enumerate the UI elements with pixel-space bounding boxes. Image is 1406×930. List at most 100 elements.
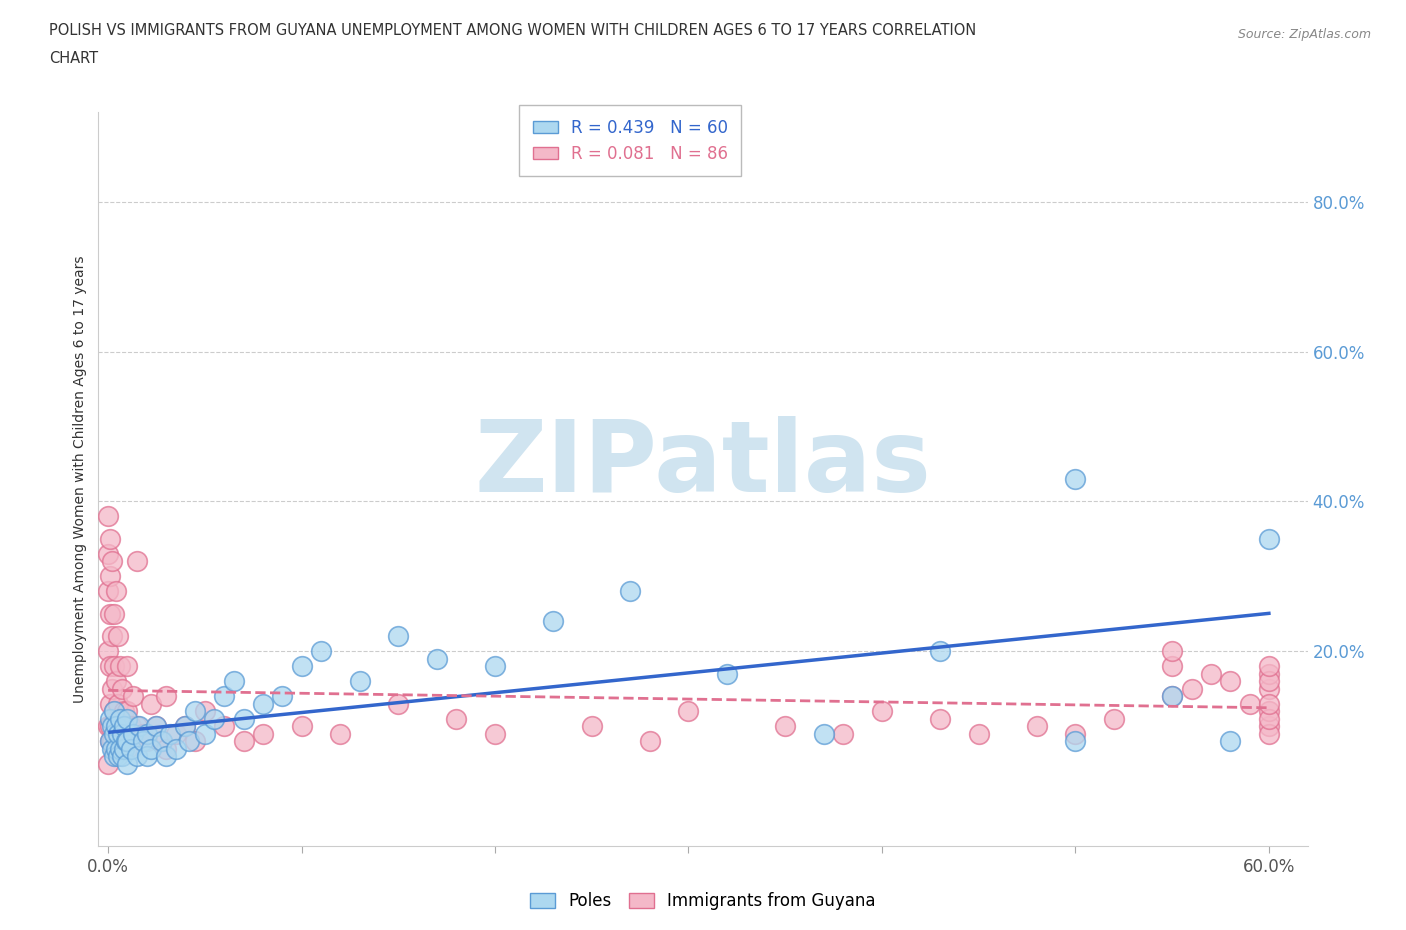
Text: CHART: CHART — [49, 51, 98, 66]
Point — [174, 719, 197, 734]
Point — [1180, 682, 1202, 697]
Point — [107, 629, 129, 644]
Point — [1199, 667, 1222, 682]
Point — [638, 734, 661, 749]
Point — [98, 531, 121, 546]
Point — [1161, 689, 1184, 704]
Point — [252, 726, 274, 741]
Point — [929, 644, 952, 658]
Point — [1257, 659, 1279, 674]
Point — [165, 741, 187, 756]
Point — [117, 711, 139, 726]
Point — [101, 719, 124, 734]
Point — [1239, 697, 1261, 711]
Point — [1064, 726, 1087, 741]
Point — [446, 711, 468, 726]
Point — [101, 629, 124, 644]
Point — [97, 509, 120, 524]
Point — [271, 689, 294, 704]
Point — [426, 651, 449, 666]
Point — [104, 674, 127, 689]
Point — [165, 726, 187, 741]
Point — [103, 741, 125, 756]
Point — [212, 689, 235, 704]
Point — [127, 554, 149, 569]
Point — [117, 704, 139, 719]
Point — [232, 734, 254, 749]
Point — [117, 741, 139, 756]
Point — [222, 674, 245, 689]
Point — [98, 734, 121, 749]
Point — [1219, 674, 1241, 689]
Point — [349, 674, 371, 689]
Point — [541, 614, 564, 629]
Point — [309, 644, 332, 658]
Point — [1257, 726, 1279, 741]
Point — [155, 749, 177, 764]
Point — [98, 606, 121, 621]
Point — [132, 726, 155, 741]
Point — [101, 734, 124, 749]
Point — [117, 659, 139, 674]
Point — [832, 726, 855, 741]
Point — [127, 749, 149, 764]
Point — [929, 711, 952, 726]
Point — [716, 667, 738, 682]
Point — [111, 726, 134, 741]
Point — [107, 749, 129, 764]
Point — [1064, 734, 1087, 749]
Point — [1257, 531, 1279, 546]
Point — [1257, 704, 1279, 719]
Point — [150, 734, 173, 749]
Point — [108, 719, 131, 734]
Point — [104, 741, 127, 756]
Point — [581, 719, 603, 734]
Point — [1257, 719, 1279, 734]
Point — [103, 704, 125, 719]
Point — [145, 719, 167, 734]
Point — [139, 741, 162, 756]
Point — [1257, 711, 1279, 726]
Point — [387, 697, 409, 711]
Point — [107, 726, 129, 741]
Point — [329, 726, 352, 741]
Point — [387, 629, 409, 644]
Point — [104, 719, 127, 734]
Point — [773, 719, 796, 734]
Point — [104, 584, 127, 599]
Point — [103, 704, 125, 719]
Point — [1161, 689, 1184, 704]
Point — [104, 726, 127, 741]
Point — [112, 719, 135, 734]
Point — [135, 726, 157, 741]
Point — [1257, 697, 1279, 711]
Point — [678, 704, 700, 719]
Point — [204, 711, 226, 726]
Point — [101, 741, 124, 756]
Point — [194, 704, 217, 719]
Point — [108, 711, 131, 726]
Point — [117, 756, 139, 771]
Point — [155, 741, 177, 756]
Point — [114, 734, 136, 749]
Point — [1102, 711, 1125, 726]
Point — [103, 659, 125, 674]
Point — [98, 697, 121, 711]
Point — [150, 734, 173, 749]
Point — [97, 584, 120, 599]
Point — [114, 726, 136, 741]
Point — [135, 749, 157, 764]
Point — [135, 734, 157, 749]
Point — [159, 726, 181, 741]
Point — [252, 697, 274, 711]
Point — [122, 689, 145, 704]
Point — [98, 569, 121, 584]
Point — [108, 741, 131, 756]
Point — [97, 756, 120, 771]
Point — [107, 741, 129, 756]
Text: ZIPatlas: ZIPatlas — [475, 416, 931, 512]
Point — [290, 659, 312, 674]
Point — [1025, 719, 1047, 734]
Point — [103, 606, 125, 621]
Point — [1257, 667, 1279, 682]
